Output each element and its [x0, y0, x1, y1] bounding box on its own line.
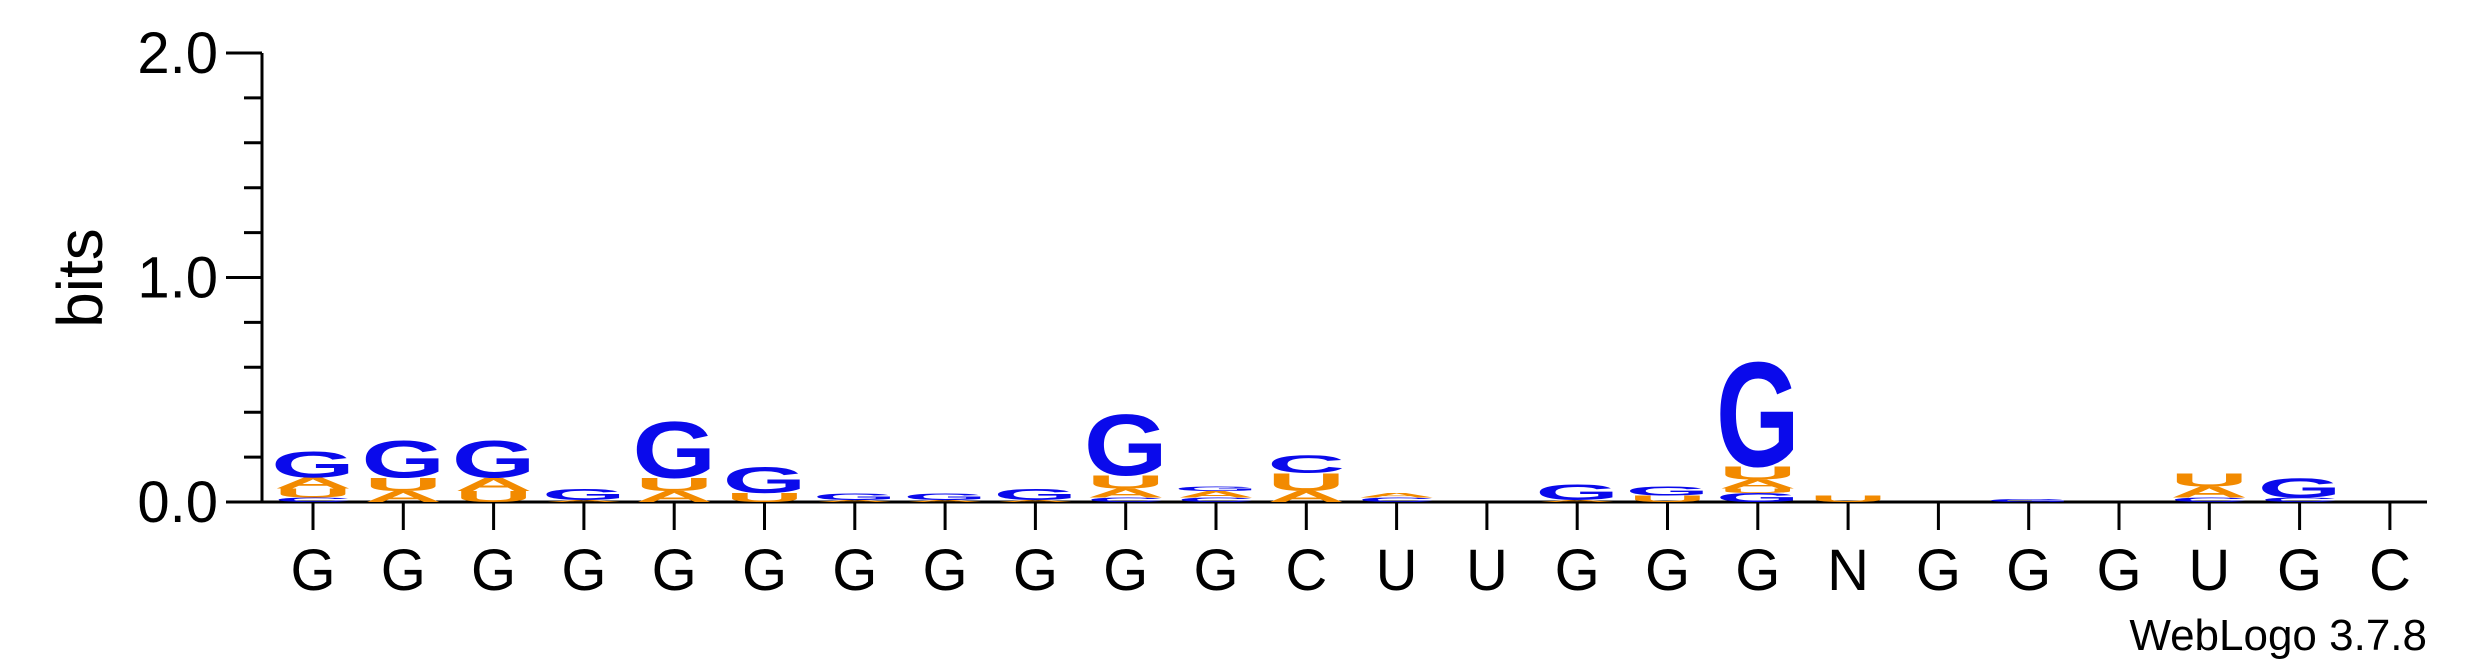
logo-letter-A: A: [1719, 477, 1797, 491]
y-axis: 0.0 1.0 2.0: [137, 21, 264, 535]
logo-letter-U: U: [1629, 494, 1707, 504]
x-tick-label: G: [2277, 538, 2322, 603]
logo-letter-G: G: [1716, 491, 1800, 505]
x-tick-label: C: [2369, 538, 2411, 603]
x-tick-label: G: [1735, 538, 1780, 603]
logo-letter-U: U: [726, 491, 804, 505]
logo-letter-G: G: [723, 460, 807, 502]
logo-letter-G: G: [1535, 480, 1619, 504]
weblogo-credit: WebLogo 3.7.8: [2129, 611, 2427, 660]
x-tick-label: C: [1285, 538, 1327, 603]
logo-letter-A: A: [997, 499, 1075, 502]
logo-letter-U: U: [2170, 470, 2248, 491]
y-tick-label: 1.0: [137, 246, 218, 311]
y-axis-label: bits: [44, 228, 116, 328]
logo-letter-A: A: [1267, 488, 1345, 505]
x-tick-label: G: [742, 538, 787, 603]
x-tick-label: G: [561, 538, 606, 603]
logo-letter-A: A: [545, 499, 623, 502]
x-tick-label: G: [1193, 538, 1238, 603]
x-tick-label: G: [2096, 538, 2141, 603]
logo-letter-G: G: [1987, 498, 2071, 503]
logo-letter-A: A: [455, 474, 533, 495]
logo-letter-U: U: [1809, 494, 1887, 504]
logo-letter-A: A: [816, 499, 894, 502]
logo-letter-U: U: [455, 488, 533, 505]
logo-letter-U: U: [1719, 463, 1797, 484]
logo-letter-A: A: [1087, 486, 1165, 500]
x-tick-label: N: [1827, 538, 1869, 603]
y-ticks: 0.0 1.0 2.0: [137, 21, 262, 535]
logo-letter-G: G: [1084, 396, 1168, 494]
logo-letter-G: G: [632, 405, 716, 495]
x-tick-label: G: [1645, 538, 1690, 603]
logo-letter-G: G: [994, 486, 1078, 503]
logo-letter-A: A: [364, 488, 442, 505]
logo-letter-A: A: [635, 488, 713, 505]
x-tick-label: G: [1103, 538, 1148, 603]
logo-letter-A: A: [1538, 499, 1616, 502]
logo-letter-G: G: [903, 491, 987, 501]
x-tick-label: U: [1466, 538, 1508, 603]
logo-letter-U: U: [274, 486, 352, 500]
logo-letter-A: A: [906, 499, 984, 502]
logo-letter-A: A: [2170, 484, 2248, 501]
logo-letter-C: C: [2261, 496, 2339, 503]
logo-letter-C: C: [1177, 496, 1255, 503]
logo-letter-A: A: [1177, 489, 1255, 499]
x-tick-label: G: [652, 538, 697, 603]
logo-letter-G: G: [452, 429, 536, 488]
x-tick-label: U: [1376, 538, 1418, 603]
x-tick-label: G: [923, 538, 968, 603]
logo-letter-G: G: [271, 444, 355, 486]
x-tick-label: G: [1916, 538, 1961, 603]
x-tick-label: G: [832, 538, 877, 603]
logo-letter-G: G: [542, 486, 626, 503]
x-tick-label: G: [471, 538, 516, 603]
logo-letter-G: G: [1716, 331, 1800, 499]
x-tick-label: U: [2188, 538, 2230, 603]
logo-letter-G: G: [361, 429, 445, 488]
logo-letter-C: C: [1267, 450, 1345, 478]
x-tick-label: G: [1555, 538, 1600, 603]
logo-letter-C: C: [2170, 496, 2248, 503]
y-tick-label: 0.0: [137, 470, 218, 535]
logo-letter-G: G: [2258, 472, 2342, 503]
logo-letter-U: U: [364, 474, 442, 495]
x-tick-label: G: [1013, 538, 1058, 603]
logo-letter-A: A: [274, 475, 352, 492]
logo-letter-U: U: [1719, 487, 1797, 494]
logo-letter-U: U: [1087, 472, 1165, 493]
x-tick-label: G: [290, 538, 335, 603]
logo-letter-C: C: [274, 496, 352, 503]
logo-letter-U: U: [635, 474, 713, 495]
logo-letter-C: C: [1358, 496, 1436, 503]
y-tick-label: 2.0: [137, 21, 218, 86]
logo-letter-G: G: [1174, 485, 1258, 492]
logo-letter-U: U: [1267, 468, 1345, 496]
x-tick-label: G: [2006, 538, 2051, 603]
logo-letter-A: A: [1358, 492, 1436, 499]
logo-letter-G: G: [1626, 484, 1710, 498]
logo-letter-G: G: [813, 491, 897, 501]
x-tick-label: G: [381, 538, 426, 603]
logo-letter-C: C: [1087, 496, 1165, 503]
